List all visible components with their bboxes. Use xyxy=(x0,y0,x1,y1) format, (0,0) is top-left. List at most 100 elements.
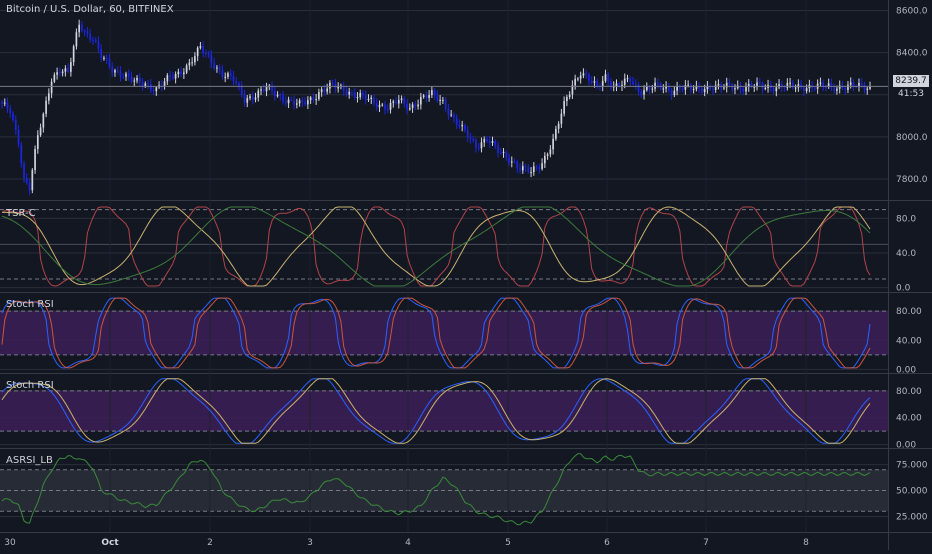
candle-body xyxy=(491,141,494,143)
candle-body xyxy=(579,75,582,79)
candle-body xyxy=(345,90,348,95)
candle-body xyxy=(596,81,599,87)
candle-body xyxy=(618,83,621,87)
candle-body xyxy=(665,86,667,89)
candle-body xyxy=(836,88,838,91)
candle-body xyxy=(593,81,596,83)
candle-body xyxy=(568,94,571,98)
x-tick-label: Oct xyxy=(101,538,119,548)
candle-body xyxy=(681,88,684,90)
candle-body xyxy=(254,97,257,100)
candle-body xyxy=(703,89,706,92)
y-tick-label: 8000.0 xyxy=(896,133,928,143)
candle-body xyxy=(149,84,152,91)
candle-body xyxy=(171,76,174,79)
candle-body xyxy=(717,83,720,86)
candle-body xyxy=(590,80,593,83)
candle-body xyxy=(601,80,604,87)
y-tick-label: 0.00 xyxy=(896,365,916,375)
candle-body xyxy=(364,95,367,100)
candle-body xyxy=(466,130,469,138)
candle-body xyxy=(238,83,240,86)
candle-body xyxy=(786,82,789,88)
candle-body xyxy=(373,97,375,104)
candle-body xyxy=(692,89,695,91)
candle-body xyxy=(42,113,45,128)
last-price-label: 8239.7 xyxy=(893,75,929,87)
candle-body xyxy=(315,99,317,101)
candle-body xyxy=(543,155,546,164)
candle-body xyxy=(284,101,287,104)
candle-body xyxy=(251,96,254,100)
candle-body xyxy=(177,71,180,75)
candle-body xyxy=(36,135,39,150)
candle-body xyxy=(97,41,100,49)
candle-body xyxy=(75,32,78,47)
candle-body xyxy=(12,113,14,120)
candle-body xyxy=(588,74,590,81)
candle-body xyxy=(521,166,524,171)
candle-body xyxy=(389,102,392,110)
candle-body xyxy=(687,84,689,86)
candle-body xyxy=(667,86,670,91)
candle-body xyxy=(714,85,717,90)
candle-body xyxy=(232,76,235,82)
candle-body xyxy=(546,154,549,156)
candle-body xyxy=(560,113,563,124)
candle-body xyxy=(174,74,177,79)
candle-body xyxy=(89,33,92,40)
candle-body xyxy=(108,58,111,67)
candle-body xyxy=(860,82,863,85)
candle-body xyxy=(367,98,370,100)
candle-body xyxy=(662,88,665,90)
candle-body xyxy=(70,62,72,72)
candle-body xyxy=(103,57,105,59)
candle-body xyxy=(326,88,329,92)
candle-body xyxy=(100,48,103,58)
y-tick-label: 8600.0 xyxy=(896,7,928,17)
candle-body xyxy=(271,85,273,92)
candle-body xyxy=(295,103,298,105)
candle-body xyxy=(243,94,246,103)
candle-body xyxy=(287,99,290,104)
candle-body xyxy=(615,83,618,87)
candle-body xyxy=(538,167,541,169)
candle-body xyxy=(742,88,745,92)
candle-body xyxy=(408,108,411,110)
candle-body xyxy=(329,82,331,89)
candle-body xyxy=(304,102,306,105)
candle-body xyxy=(348,91,351,95)
candle-body xyxy=(147,83,149,85)
candle-body xyxy=(56,72,58,75)
y-tick-label: 8400.0 xyxy=(896,49,928,59)
candle-body xyxy=(191,62,193,64)
candle-body xyxy=(1,101,3,104)
candle-body xyxy=(130,76,133,82)
candle-body xyxy=(695,85,698,90)
candle-body xyxy=(676,86,678,91)
candle-body xyxy=(778,84,780,88)
candle-body xyxy=(155,87,158,92)
x-tick-label: 2 xyxy=(207,538,213,548)
candle-body xyxy=(72,46,75,63)
candle-body xyxy=(67,68,69,72)
candle-body xyxy=(23,163,25,179)
candle-body xyxy=(59,72,61,74)
candle-body xyxy=(604,74,607,81)
candle-body xyxy=(119,71,122,77)
candle-body xyxy=(805,88,808,92)
candle-body xyxy=(844,88,847,90)
indicator-series-line xyxy=(1,206,871,287)
indicator-series-line xyxy=(1,297,871,369)
candle-body xyxy=(378,104,381,108)
candle-body xyxy=(257,90,260,98)
candle-body xyxy=(318,92,320,100)
candle-body xyxy=(634,83,637,85)
candle-body xyxy=(86,31,89,34)
candle-body xyxy=(753,86,756,88)
candle-body xyxy=(185,65,188,73)
tsr-panel-title: TSR-C xyxy=(6,208,36,219)
candle-body xyxy=(229,73,232,77)
